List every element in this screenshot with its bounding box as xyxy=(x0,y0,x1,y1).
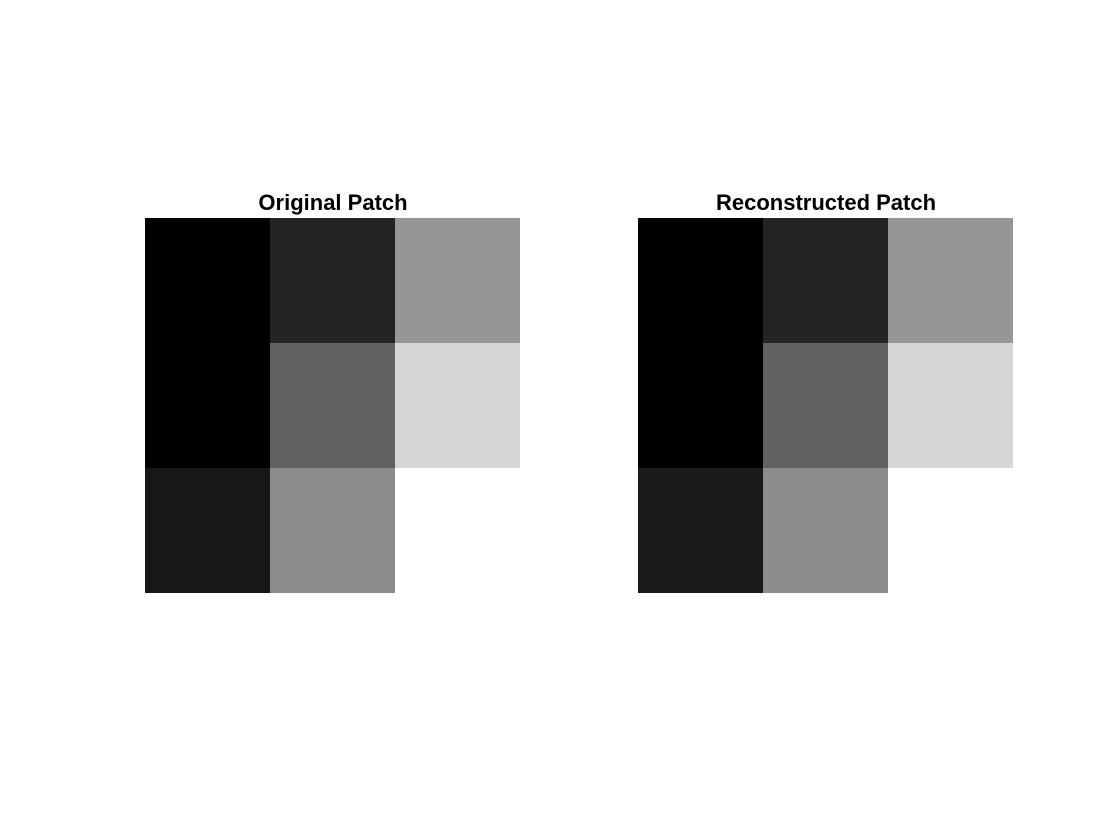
heatmap-cell-r0-c0 xyxy=(145,218,271,344)
original-patch-panel: Original Patch xyxy=(145,188,521,593)
heatmap-cell-r2-c1 xyxy=(763,468,889,593)
heatmap-cell-r2-c2 xyxy=(395,468,520,593)
heatmap-cell-r0-c1 xyxy=(763,218,889,344)
heatmap-plot xyxy=(638,218,1013,593)
chart-title: Reconstructed Patch xyxy=(715,190,937,215)
heatmap-cell-r0-c2 xyxy=(395,218,520,344)
heatmap-cell-r0-c2 xyxy=(888,218,1013,344)
heatmap-cell-r1-c1 xyxy=(270,343,396,469)
heatmap-cell-r1-c0 xyxy=(638,343,764,469)
heatmap-cell-r0-c1 xyxy=(270,218,396,344)
heatmap-cell-r1-c2 xyxy=(395,343,520,469)
chart-title: Original Patch xyxy=(258,190,408,215)
heatmap-cell-r2-c1 xyxy=(270,468,396,593)
heatmap-plot xyxy=(145,218,520,593)
heatmap-cell-r1-c1 xyxy=(763,343,889,469)
heatmap-cell-r0-c0 xyxy=(638,218,764,344)
reconstructed-patch-panel: Reconstructed Patch xyxy=(638,188,1014,593)
heatmap-cell-r1-c0 xyxy=(145,343,271,469)
heatmap-cell-r1-c2 xyxy=(888,343,1013,469)
heatmap-cell-r2-c0 xyxy=(145,468,271,593)
heatmap-cell-r2-c2 xyxy=(888,468,1013,593)
heatmap-cell-r2-c0 xyxy=(638,468,764,593)
